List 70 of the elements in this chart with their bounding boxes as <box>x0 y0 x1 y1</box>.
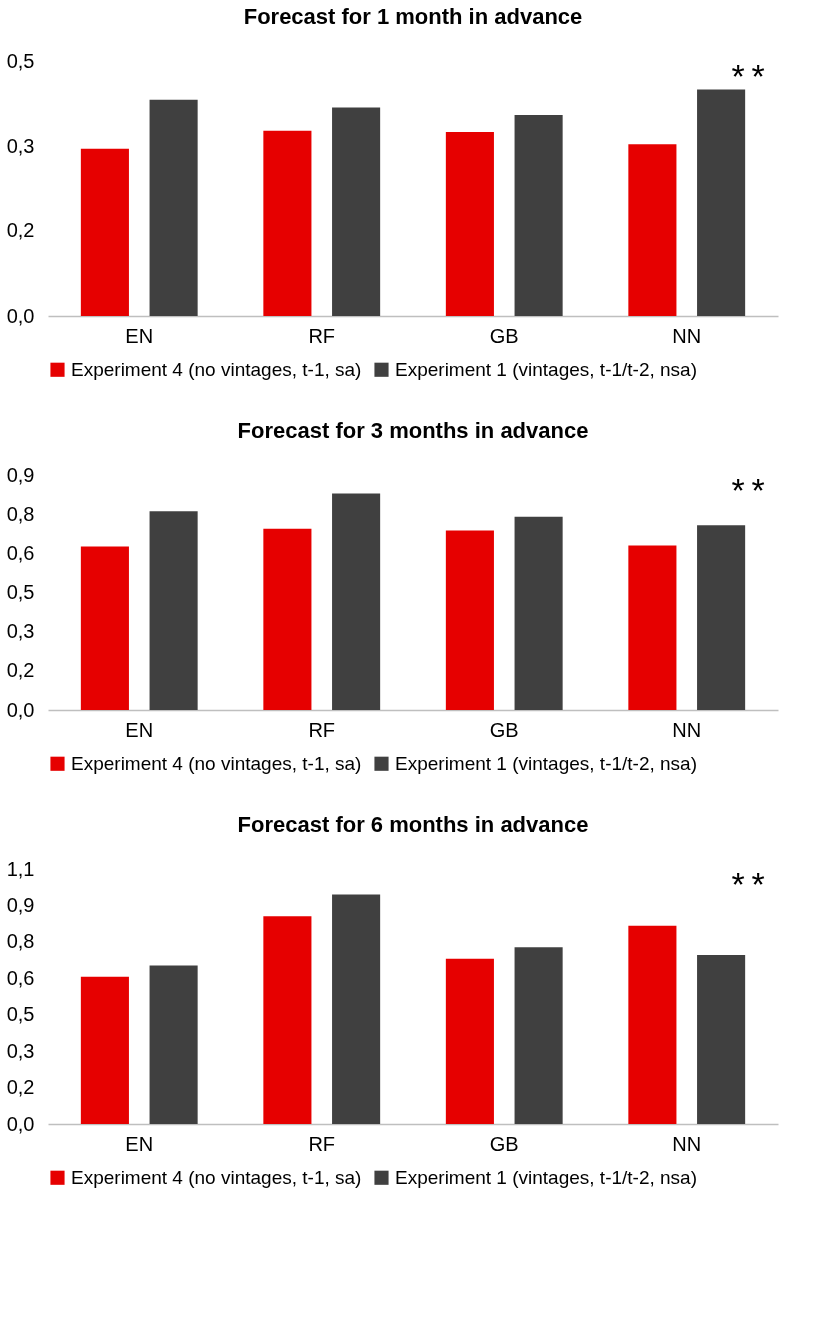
bar <box>628 144 677 316</box>
bar <box>263 916 312 1124</box>
bar <box>263 528 312 710</box>
y-tick-label: 0,9 <box>6 463 35 486</box>
y-tick-label: 0,6 <box>6 541 35 564</box>
x-tick-label: NN <box>672 324 702 347</box>
bar <box>445 958 494 1124</box>
y-tick-label: 0,2 <box>6 659 35 682</box>
bar <box>445 530 494 710</box>
bar <box>514 115 563 316</box>
x-tick-label: RF <box>308 1132 336 1155</box>
legend-label: Experiment 1 (vintages, t-1/t-2, nsa) <box>395 358 698 380</box>
chart-title: Forecast for 1 month in advance <box>243 4 583 29</box>
bar <box>80 546 129 710</box>
x-tick-label: NN <box>672 1132 702 1155</box>
y-tick-label: 0,9 <box>6 893 35 916</box>
bar <box>628 925 677 1124</box>
y-tick-label: 0,3 <box>6 134 35 157</box>
legend-label: Experiment 4 (no vintages, t-1, sa) <box>71 358 362 380</box>
legend-label: Experiment 1 (vintages, t-1/t-2, nsa) <box>395 752 698 774</box>
x-tick-label: EN <box>125 324 154 347</box>
bar <box>514 947 563 1124</box>
bar <box>697 955 746 1124</box>
y-tick-label: 0,0 <box>6 304 35 327</box>
legend-label: Experiment 4 (no vintages, t-1, sa) <box>71 752 362 774</box>
x-tick-label: RF <box>308 718 336 741</box>
bar <box>332 493 381 710</box>
y-tick-label: 0,0 <box>6 1112 35 1135</box>
bar <box>445 131 494 316</box>
x-tick-label: RF <box>308 324 336 347</box>
annotation: * <box>731 57 745 95</box>
y-tick-label: 0,5 <box>6 581 35 603</box>
bar <box>149 99 198 316</box>
bar <box>263 130 312 316</box>
bar <box>80 148 129 316</box>
bar <box>697 525 746 710</box>
x-tick-label: GB <box>489 718 519 741</box>
x-tick-label: GB <box>489 1132 519 1155</box>
chart-title: Forecast for 3 months in advance <box>237 418 589 443</box>
y-tick-label: 0,8 <box>6 930 35 953</box>
bar <box>149 511 198 710</box>
bar <box>332 107 381 316</box>
y-tick-label: 0,5 <box>6 49 35 72</box>
bar <box>514 516 563 710</box>
y-tick-label: 0,2 <box>6 219 35 242</box>
legend-label: Experiment 4 (no vintages, t-1, sa) <box>71 1166 362 1188</box>
y-tick-label: 0,3 <box>6 1039 35 1062</box>
annotation: * <box>731 865 745 903</box>
x-tick-label: GB <box>489 324 519 347</box>
x-tick-label: EN <box>125 718 154 741</box>
y-tick-label: 0,3 <box>6 620 35 643</box>
annotation: * <box>751 471 765 509</box>
bar <box>628 545 677 710</box>
x-tick-label: EN <box>125 1132 154 1155</box>
bar <box>80 976 129 1124</box>
x-tick-label: NN <box>672 718 702 741</box>
y-tick-label: 0,5 <box>6 1003 35 1026</box>
y-tick-label: 0,8 <box>6 502 35 525</box>
annotation: * <box>751 57 765 95</box>
y-tick-label: 1,1 <box>6 857 35 880</box>
bar <box>149 965 198 1124</box>
y-tick-label: 0,2 <box>6 1076 35 1099</box>
annotation: * <box>751 865 765 903</box>
legend-label: Experiment 1 (vintages, t-1/t-2, nsa) <box>395 1166 698 1188</box>
annotation: * <box>731 471 745 509</box>
bar <box>332 894 381 1124</box>
y-tick-label: 0,0 <box>6 698 35 721</box>
y-tick-label: 0,6 <box>6 966 35 989</box>
bar <box>697 89 746 316</box>
chart-title: Forecast for 6 months in advance <box>237 812 589 837</box>
